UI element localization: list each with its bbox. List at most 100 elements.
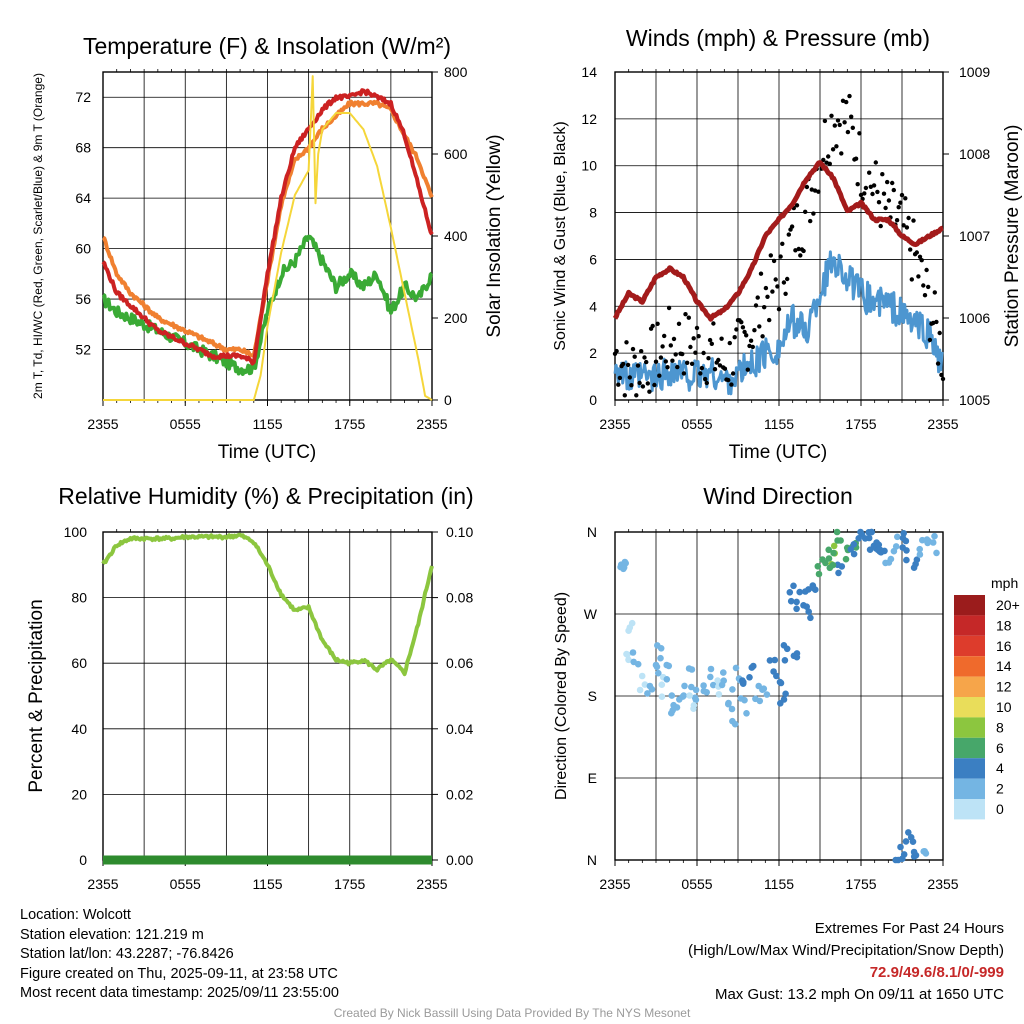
y-tick-label: 0 xyxy=(589,392,597,408)
direction-point xyxy=(657,654,664,662)
gust-point xyxy=(822,118,828,124)
gust-point xyxy=(617,375,623,381)
legend-label: 10 xyxy=(996,699,1012,715)
gust-point xyxy=(829,113,834,119)
gust-point xyxy=(796,246,801,252)
gust-point xyxy=(696,334,701,339)
gust-point xyxy=(635,363,641,368)
direction-point xyxy=(636,686,644,694)
y-tick-label: 0 xyxy=(79,852,87,868)
direction-point xyxy=(865,534,873,542)
direction-point xyxy=(782,690,789,698)
gust-point xyxy=(870,191,875,197)
gust-point xyxy=(657,373,662,378)
gust-point xyxy=(937,330,942,336)
gust-point xyxy=(688,344,693,350)
pressure-line xyxy=(612,160,945,322)
y-tick-label: N xyxy=(587,852,597,868)
direction-point xyxy=(803,603,810,610)
legend-swatch xyxy=(954,778,985,799)
y-tick-label: S xyxy=(588,688,597,704)
y-tick-label: 40 xyxy=(71,721,87,737)
direction-point xyxy=(787,597,795,605)
direction-point xyxy=(655,669,662,677)
x-tick-label: 1155 xyxy=(764,876,794,892)
humidity-panel: Relative Humidity (%) & Precipitation (i… xyxy=(26,483,474,892)
gust-point xyxy=(835,118,841,123)
gust-point xyxy=(804,184,810,190)
gust-point xyxy=(826,154,831,159)
direction-point xyxy=(897,843,904,851)
gust-point xyxy=(639,349,644,354)
y-tick-label: 68 xyxy=(75,140,91,156)
gust-point xyxy=(653,359,659,364)
gust-point xyxy=(919,258,924,263)
gust-point xyxy=(785,276,790,282)
direction-point xyxy=(837,537,844,544)
direction-point xyxy=(921,848,928,855)
direction-point xyxy=(900,530,907,537)
gust-point xyxy=(624,340,629,345)
gust-point xyxy=(681,371,687,376)
gust-point xyxy=(885,179,890,185)
gust-point xyxy=(834,144,839,149)
right-tick-label: 0.10 xyxy=(446,524,473,540)
legend-label: 4 xyxy=(996,760,1004,776)
gust-point xyxy=(734,327,739,332)
gust-point xyxy=(793,248,798,253)
right-tick-label: 0.02 xyxy=(446,786,473,802)
direction-point xyxy=(909,838,917,845)
direction-point xyxy=(796,588,803,596)
gust-point xyxy=(747,343,752,349)
legend-swatch xyxy=(954,615,985,636)
x-tick-label: 1755 xyxy=(334,416,365,432)
direction-point xyxy=(830,542,838,550)
legend-label: 20+ xyxy=(996,597,1020,613)
gust-point xyxy=(768,253,773,258)
gust-point xyxy=(891,187,896,193)
gust-point xyxy=(732,335,737,340)
direction-point xyxy=(691,694,699,701)
gust-point xyxy=(878,223,883,229)
x-tick-label: 1155 xyxy=(252,416,282,432)
direction-point xyxy=(905,829,912,836)
legend-label: 12 xyxy=(996,679,1012,695)
humidity-ylabel: Percent & Precipitation xyxy=(26,599,47,792)
gust-point xyxy=(921,283,926,288)
direction-point xyxy=(681,682,688,690)
temperature-panel: Temperature (F) & Insolation (W/m²) 2355… xyxy=(31,33,505,463)
direction-point xyxy=(903,556,910,564)
direction-point xyxy=(777,700,784,707)
direction-point xyxy=(658,681,666,688)
y-tick-label: 60 xyxy=(75,241,91,257)
direction-point xyxy=(876,546,884,554)
gust-point xyxy=(673,352,678,357)
right-tick-label: 200 xyxy=(444,310,468,326)
gust-point xyxy=(934,319,939,325)
gust-point xyxy=(770,289,775,294)
wind-direction-panel: Wind Direction 2355 0555 1155 1755 2355NESWN… xyxy=(553,483,1020,892)
gust-point xyxy=(637,380,642,386)
gust-point xyxy=(858,192,864,198)
direction-point xyxy=(773,672,780,680)
gust-point xyxy=(627,375,632,380)
direction-point xyxy=(720,677,727,684)
gust-point xyxy=(717,363,723,368)
gust-point xyxy=(763,285,769,291)
gust-point xyxy=(614,348,619,354)
gust-point xyxy=(694,325,700,331)
direction-point xyxy=(894,533,901,541)
x-tick-label: 2355 xyxy=(87,876,118,892)
direction-point xyxy=(875,541,883,549)
figure-created: Figure created on Thu, 2025-09-11, at 23… xyxy=(20,965,338,982)
direction-point xyxy=(759,686,766,693)
gust-point xyxy=(845,129,851,135)
direction-point xyxy=(771,656,779,664)
wind-ylabel: Sonic Wind & Gust (Blue, Black) xyxy=(552,121,569,350)
direction-point xyxy=(825,555,833,562)
gust-point xyxy=(906,215,911,221)
gust-point xyxy=(671,336,677,342)
direction-point xyxy=(807,614,814,622)
direction-point xyxy=(652,661,660,669)
gust-point xyxy=(750,344,755,350)
